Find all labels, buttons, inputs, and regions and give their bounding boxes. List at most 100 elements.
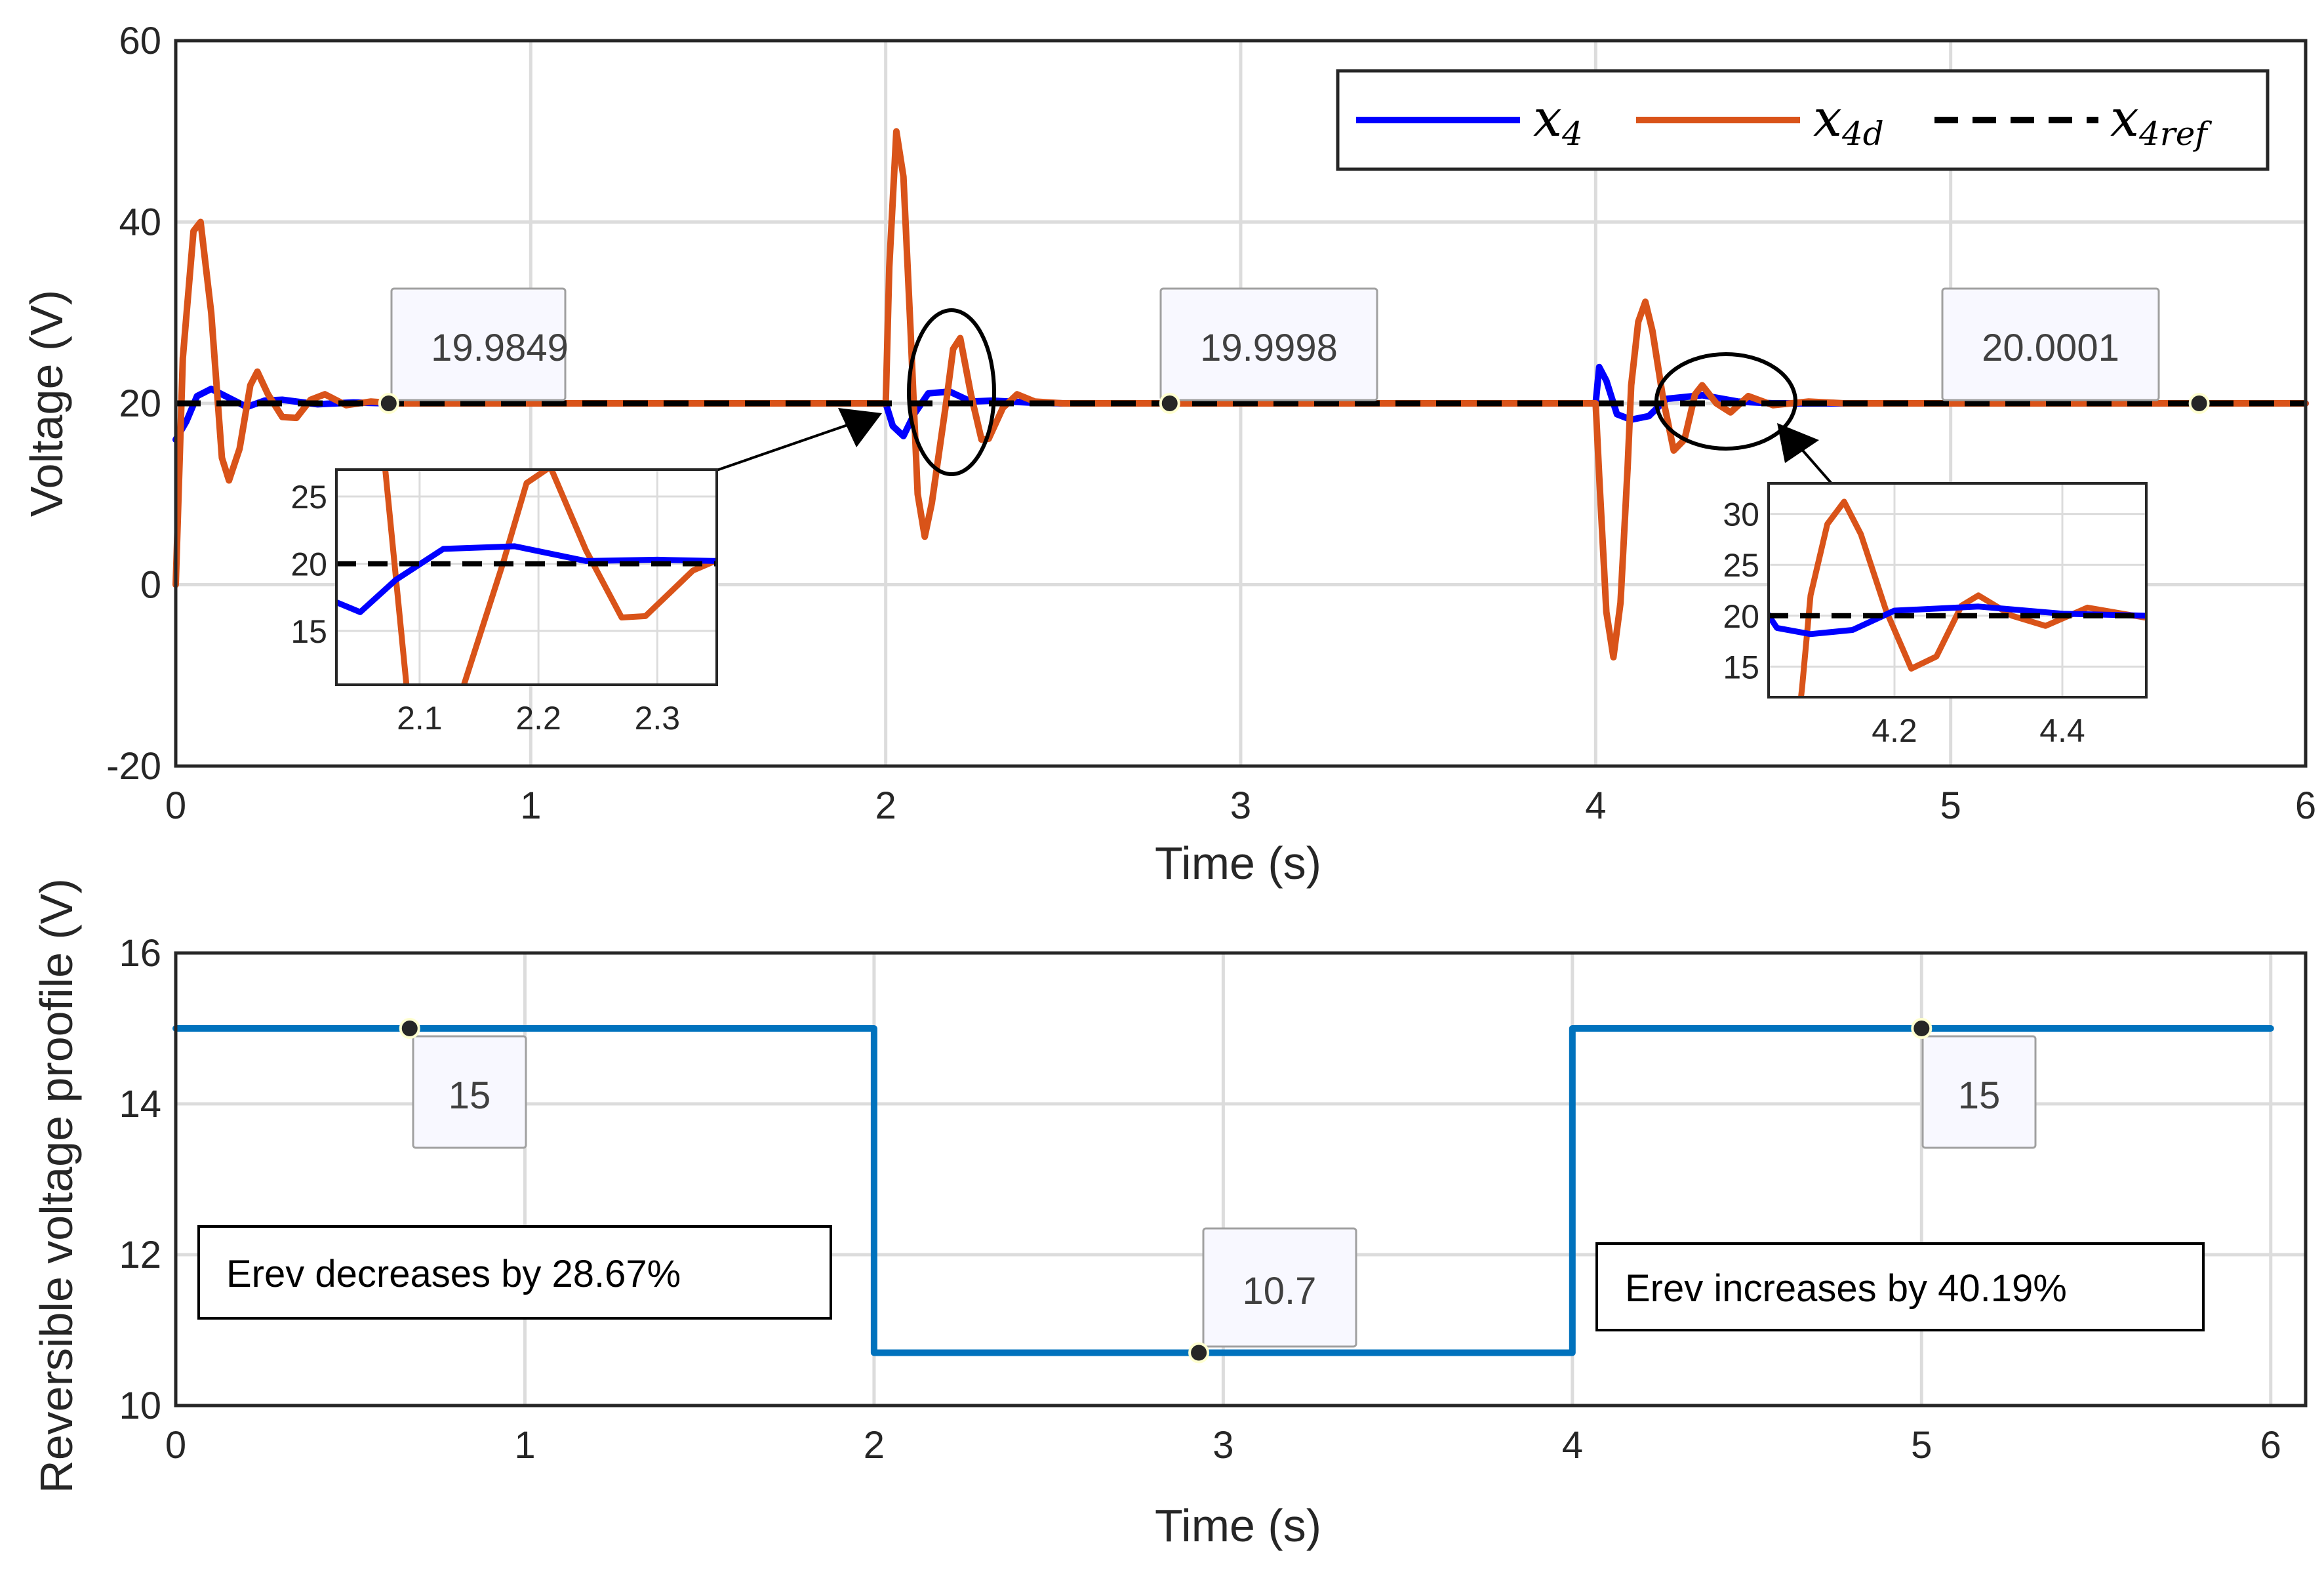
bottom-xtick-5: 5 bbox=[1911, 1424, 1932, 1467]
inset-1-ytick-20: 20 bbox=[290, 546, 327, 583]
datatip-bottom-2: 10.7 bbox=[1202, 1227, 1357, 1348]
top-ytick-0: 0 bbox=[140, 564, 161, 607]
datatip-bottom-3-box bbox=[1921, 1035, 2037, 1149]
datatip-bottom-marker-1 bbox=[399, 1018, 420, 1039]
inset-2-ytick-30: 30 bbox=[1723, 496, 1759, 533]
inset-1-ytick-15: 15 bbox=[290, 613, 327, 650]
callout-arrowhead-1 bbox=[838, 408, 882, 447]
bottom-xtick-0: 0 bbox=[165, 1424, 186, 1467]
bottom-xtick-4: 4 bbox=[1562, 1424, 1583, 1467]
bottom-ylabel: Reversible voltage proofile (V) bbox=[31, 878, 82, 1493]
top-xlabel: Time (s) bbox=[1155, 838, 1321, 889]
datatip-top-marker-2 bbox=[1159, 393, 1180, 414]
datatip-top-3: 20.0001 bbox=[1941, 287, 2160, 401]
inset-1-ytick-25: 25 bbox=[290, 479, 327, 516]
top-datatip-markers bbox=[378, 393, 2210, 414]
inset-2-ytick-15: 15 bbox=[1723, 649, 1759, 685]
datatip-bottom-1: 15 bbox=[412, 1035, 527, 1149]
inset-1: 2.1 2.2 2.3 15 20 25 bbox=[290, 468, 718, 737]
top-ytick-60: 60 bbox=[119, 20, 161, 62]
annotation-decrease: Erev decreases by 28.67% bbox=[197, 1225, 832, 1320]
callout-line-1 bbox=[714, 415, 873, 472]
top-xtick-4: 4 bbox=[1585, 784, 1606, 827]
legend-label-x4ref: x4ref bbox=[2110, 89, 2212, 153]
bottom-ytick-10: 10 bbox=[119, 1385, 161, 1427]
datatip-top-2-label: 19.9998 bbox=[1200, 327, 1338, 369]
top-ytick-20: 20 bbox=[119, 382, 161, 425]
datatip-bottom-1-box bbox=[412, 1035, 527, 1149]
datatip-bottom-2-box bbox=[1202, 1227, 1357, 1348]
inset-1-frame bbox=[335, 468, 718, 686]
inset-2-xtick-4.4: 4.4 bbox=[2039, 712, 2085, 749]
datatip-bottom-1-label: 15 bbox=[449, 1074, 491, 1117]
top-xtick-3: 3 bbox=[1230, 784, 1251, 827]
callout-arrowhead-2 bbox=[1777, 423, 1819, 463]
inset-1-xtick-2.2: 2.2 bbox=[515, 700, 561, 737]
inset-2-series bbox=[1769, 498, 2146, 697]
highlight-ellipse-1 bbox=[907, 308, 996, 476]
top-xtick-2: 2 bbox=[875, 784, 896, 827]
datatip-top-3-label: 20.0001 bbox=[1982, 327, 2119, 369]
annotation-decrease-text: Erev decreases by 28.67% bbox=[226, 1253, 681, 1295]
inset-2-ytick-25: 25 bbox=[1723, 547, 1759, 584]
inset-2: 4.2 4.4 15 20 25 30 bbox=[1723, 482, 2148, 749]
highlight-ellipse-2 bbox=[1654, 352, 1797, 451]
top-series-x4d bbox=[172, 128, 2309, 661]
legend: x4 x4d x4ref bbox=[1336, 69, 2270, 171]
legend-label-x4: x4 bbox=[1533, 89, 1583, 153]
top-axes-box bbox=[174, 39, 2308, 768]
inset-1-xtick-2.3: 2.3 bbox=[635, 700, 681, 737]
bottom-ytick-16: 16 bbox=[119, 932, 161, 975]
top-xtick-6: 6 bbox=[2295, 784, 2316, 827]
inset-1-tick-labels: 2.1 2.2 2.3 15 20 25 bbox=[290, 479, 680, 737]
datatip-top-marker-1 bbox=[378, 393, 399, 414]
top-xtick-1: 1 bbox=[520, 784, 541, 827]
datatip-top-1: 19.9849 bbox=[390, 287, 569, 401]
top-series bbox=[172, 128, 2309, 661]
bottom-datatip-markers bbox=[399, 1018, 1933, 1364]
bottom-xtick-3: 3 bbox=[1212, 1424, 1233, 1467]
datatip-top-1-box bbox=[390, 287, 567, 401]
datatip-bottom-marker-3 bbox=[1911, 1018, 1933, 1039]
datatip-bottom-3-label: 15 bbox=[1958, 1074, 2001, 1117]
bottom-xtick-1: 1 bbox=[514, 1424, 535, 1467]
inset-2-frame bbox=[1767, 482, 2148, 699]
inset-2-ytick-20: 20 bbox=[1723, 598, 1759, 635]
top-xtick-0: 0 bbox=[165, 784, 186, 827]
bottom-ytick-14: 14 bbox=[119, 1083, 161, 1125]
inset-2-series-x4d bbox=[1797, 498, 2146, 697]
annotation-increase-text: Erev increases by 40.19% bbox=[1625, 1267, 2067, 1310]
annotation-decrease-box bbox=[197, 1225, 832, 1320]
bottom-xlabel: Time (s) bbox=[1155, 1500, 1321, 1551]
top-xtick-5: 5 bbox=[1940, 784, 1961, 827]
inset-2-xtick-4.2: 4.2 bbox=[1872, 712, 1917, 749]
bottom-xtick-6: 6 bbox=[2260, 1424, 2281, 1467]
inset-2-background bbox=[1769, 483, 2146, 697]
annotation-increase: Erev increases by 40.19% bbox=[1595, 1242, 2205, 1331]
inset-2-series-x4 bbox=[1769, 603, 2146, 638]
datatip-top-2-box bbox=[1159, 287, 1378, 401]
datatip-bottom-3: 15 bbox=[1921, 1035, 2037, 1149]
bottom-axes-box bbox=[174, 951, 2308, 1408]
datatip-bottom-marker-2 bbox=[1188, 1342, 1210, 1364]
bottom-ytick-12: 12 bbox=[119, 1234, 161, 1276]
bottom-series-erev bbox=[172, 1025, 2274, 1356]
inset-2-tick-labels: 4.2 4.4 15 20 25 30 bbox=[1723, 496, 2085, 749]
legend-label-x4d: x4d bbox=[1813, 89, 1884, 153]
top-ytick-40: 40 bbox=[119, 201, 161, 244]
datatip-bottom-2-label: 10.7 bbox=[1243, 1270, 1317, 1312]
datatip-top-2: 19.9998 bbox=[1159, 287, 1378, 401]
annotation-increase-box bbox=[1595, 1242, 2205, 1331]
datatip-top-marker-3 bbox=[2188, 393, 2210, 414]
inset-1-series-x4d bbox=[382, 470, 717, 685]
datatip-top-3-box bbox=[1941, 287, 2160, 401]
inset-1-xtick-2.1: 2.1 bbox=[397, 700, 443, 737]
top-ylabel: Voltage (V) bbox=[21, 290, 72, 517]
bottom-series bbox=[172, 1025, 2274, 1356]
bottom-xtick-2: 2 bbox=[864, 1424, 885, 1467]
